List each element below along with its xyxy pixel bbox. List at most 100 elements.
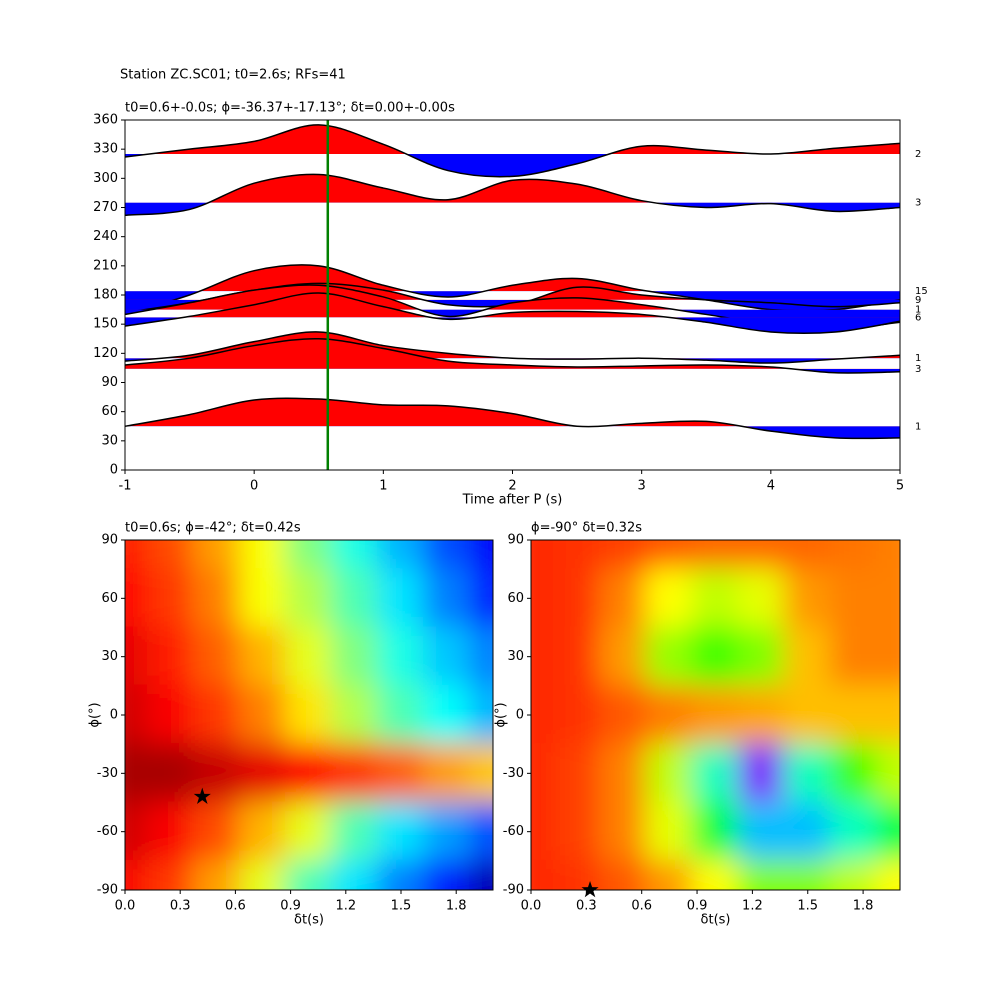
heatmap-cell [531,684,556,746]
heatmap-cell [331,626,379,687]
heatmap-cell [783,801,832,862]
heatmap-cell [193,859,241,890]
heatmap-cell [423,626,471,687]
heatmap-cell [239,743,287,804]
x-tick-label: 1.8 [446,899,467,914]
trace [124,173,901,217]
x-tick-label: 1.2 [742,899,763,914]
y-tick-label: 60 [101,404,118,419]
heatmap-cell [285,801,333,862]
positive-fill [149,124,900,155]
heatmap-cell [125,743,149,804]
heatmap-cell [875,743,900,804]
heatmap-cell [737,743,786,804]
heatmap-cell [423,801,471,862]
heatmap-cell [691,626,740,687]
heatmap-cell [599,626,648,687]
heatmap-cell [193,540,241,571]
heatmap-cell [829,684,878,746]
heatmap-cell [469,801,493,862]
heatmap-cell [423,859,471,890]
heatmap-cell [469,540,493,571]
heatmap-cell [469,859,493,890]
heatmap-cell [469,626,493,687]
figure-title: Station ZC.SC01; t0=2.6s; RFs=41 [120,68,346,83]
x-tick-label: 0.0 [115,899,136,914]
heatmap-cell [469,568,493,629]
heatmap-cell [599,859,648,890]
axes-title: t0=0.6s; ϕ=-42°; δt=0.42s [125,521,301,536]
trace [124,337,901,374]
heatmap-cell [239,568,287,629]
y-tick-label: 270 [93,200,118,215]
y-tick-label: 300 [93,171,118,186]
x-axis-label: Time after P (s) [462,493,563,508]
x-tick-label: 2 [508,479,516,494]
trace-count: 9 [915,295,921,306]
trace-count: 3 [915,364,921,375]
x-tick-label: 0.6 [225,899,246,914]
x-axis-label: δt(s) [701,913,731,928]
heatmap-cell [239,684,287,746]
heatmap-cell [875,568,900,629]
heatmap-cell [239,859,287,890]
heatmap-cell [645,626,694,687]
heatmap [531,540,900,890]
heatmap-cell [423,568,471,629]
heatmap-cell [331,859,379,890]
heatmap-cell [331,743,379,804]
heatmap-cell [599,684,648,746]
y-tick-label: 60 [507,591,524,606]
trace [124,331,901,364]
heatmap-cell [553,684,602,746]
heatmap-cell [147,626,195,687]
heatmap-cell [737,568,786,629]
heatmap-cell [783,743,832,804]
heatmap-cell [829,743,878,804]
negative-fill [125,368,900,374]
heatmap-cell [285,859,333,890]
heatmap-cell [829,801,878,862]
trace-count: 15 [915,286,928,297]
heatmap-cell [285,568,333,629]
heatmap-cell [531,801,556,862]
heatmap-cell [553,568,602,629]
y-tick-label: 90 [101,375,118,390]
heatmap-cell [193,626,241,687]
heatmap-cell [193,684,241,746]
heatmap-cell [737,626,786,687]
heatmap-cell [331,801,379,862]
heatmap-cell [377,626,425,687]
negative-fill [125,291,900,315]
heatmap-cell [147,743,195,804]
heatmap-cell [193,568,241,629]
heatmap-cell [147,859,195,890]
trace-count: 1 [915,353,921,364]
heatmap-cell [285,684,333,746]
x-tick-label: 0.9 [280,899,301,914]
heatmap-cell [645,743,694,804]
y-tick-label: 0 [516,708,524,723]
heatmap-cell [423,743,471,804]
heatmap-cell [377,568,425,629]
y-tick-label: -90 [97,883,118,898]
y-tick-label: 0 [110,463,118,478]
y-tick-label: 30 [101,433,118,448]
heatmap-cell [783,684,832,746]
heatmap-cell [691,743,740,804]
x-tick-label: 3 [638,479,646,494]
heatmap-cells [531,540,900,890]
heatmap [125,540,493,890]
y-tick-label: 150 [93,317,118,332]
heatmap-cell [377,859,425,890]
y-axis-label: ϕ(°) [494,702,509,727]
x-tick-label: 1.5 [391,899,412,914]
heatmap-cell [423,684,471,746]
heatmap-cell [829,568,878,629]
positive-fill [125,338,793,369]
heatmap-cell [469,743,493,804]
trace [124,397,901,440]
heatmap-cell [531,859,556,890]
y-tick-label: -30 [97,766,118,781]
